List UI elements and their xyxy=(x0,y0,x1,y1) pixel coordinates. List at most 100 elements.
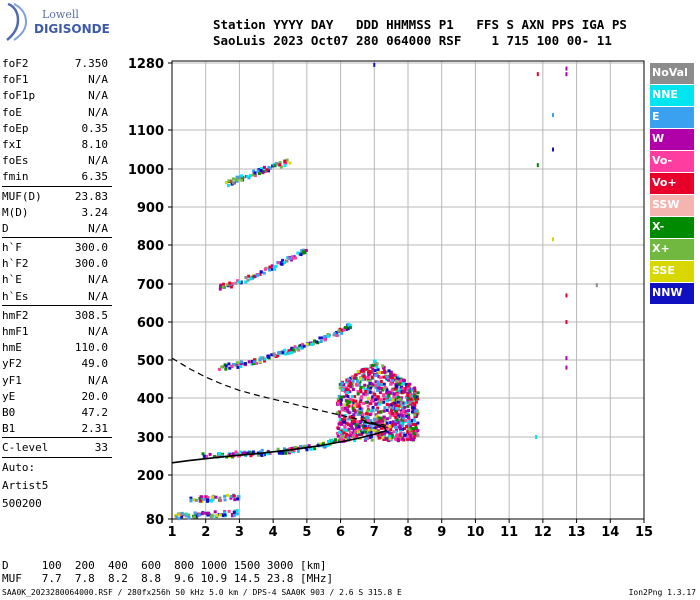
echo-point xyxy=(224,367,228,371)
echo-point xyxy=(375,365,379,369)
echo-point xyxy=(358,412,362,416)
echo-point xyxy=(381,388,385,392)
echo-point xyxy=(333,438,337,442)
echo-point xyxy=(364,391,368,395)
echo-point xyxy=(360,423,364,427)
echo-point xyxy=(338,414,342,418)
echo-point xyxy=(382,375,386,379)
echo-point xyxy=(410,434,414,438)
echo-point xyxy=(401,387,405,391)
echo-point xyxy=(396,433,400,437)
echo-point xyxy=(345,428,349,432)
echo-point xyxy=(372,359,376,363)
echo-point xyxy=(366,404,370,408)
echo-point xyxy=(565,320,568,324)
echo-point xyxy=(300,248,304,252)
polarization-legend: NoVal NNE E W Vo- Vo+ SSW X- X+ SSE NNW xyxy=(650,63,694,305)
echo-point xyxy=(376,388,380,392)
echo-point xyxy=(362,374,366,378)
echo-point xyxy=(406,435,410,439)
echo-point xyxy=(414,395,418,399)
echo-point xyxy=(388,416,392,420)
echo-point xyxy=(406,420,410,424)
echo-point xyxy=(384,395,388,399)
echo-point xyxy=(290,255,294,259)
echo-point xyxy=(351,385,355,389)
echo-point xyxy=(337,411,341,415)
echo-point xyxy=(249,277,253,281)
echo-point xyxy=(285,259,289,263)
echo-point xyxy=(267,268,271,272)
echo-point xyxy=(383,418,387,422)
param-ye-value: 20.0 xyxy=(81,389,109,403)
echo-point xyxy=(225,283,229,287)
echo-point xyxy=(406,437,410,441)
echo-point xyxy=(291,348,295,352)
echo-point xyxy=(389,375,393,379)
echo-point xyxy=(407,397,411,401)
x-tick-label: 7 xyxy=(370,525,379,540)
echo-point xyxy=(299,253,303,257)
echo-point xyxy=(187,516,191,520)
echo-point xyxy=(390,375,394,379)
echo-point xyxy=(412,408,416,412)
echo-point xyxy=(348,390,352,394)
param-fof2-value: 7.350 xyxy=(74,57,108,70)
echo-point xyxy=(390,379,394,383)
echo-point xyxy=(302,444,306,448)
echo-point xyxy=(228,366,232,370)
echo-point xyxy=(391,398,395,402)
param-foe-row: foE N/A xyxy=(2,104,112,120)
echo-point xyxy=(281,451,285,455)
echo-point xyxy=(536,163,539,168)
echo-point xyxy=(259,356,263,360)
ionosonde-logo-icon xyxy=(6,2,28,41)
echo-point xyxy=(326,439,330,443)
param-ye-label: yE xyxy=(2,389,16,403)
echo-point xyxy=(296,449,300,453)
echo-point xyxy=(374,398,378,402)
echo-point xyxy=(210,495,214,499)
echo-point xyxy=(338,430,342,434)
echo-point xyxy=(324,336,328,340)
echo-point xyxy=(237,360,241,364)
echo-point xyxy=(189,498,193,502)
echo-point xyxy=(367,373,371,377)
param-muf-d-label: MUF(D) xyxy=(2,189,42,203)
echo-point xyxy=(366,419,370,423)
echo-point xyxy=(283,160,287,164)
echo-point xyxy=(244,276,248,280)
echo-point xyxy=(336,401,340,405)
digisonde-logo: Lowell DIGISONDE xyxy=(4,2,134,44)
echo-point xyxy=(387,397,391,401)
param-h-f2-value: 300.0 xyxy=(74,257,108,271)
param-fxi-label: fxI xyxy=(2,137,22,151)
echo-point xyxy=(278,163,282,167)
echo-point xyxy=(345,403,349,407)
echo-point xyxy=(351,420,355,424)
echo-point xyxy=(382,382,386,386)
echo-point xyxy=(387,393,391,397)
echo-point xyxy=(391,401,395,405)
echo-point xyxy=(343,409,347,413)
echo-point xyxy=(370,438,374,442)
echo-point xyxy=(347,427,351,431)
echo-point xyxy=(345,380,349,384)
echo-point xyxy=(252,358,256,362)
echo-point xyxy=(358,428,362,432)
x-tick-label: 1 xyxy=(167,525,176,540)
echo-point xyxy=(401,437,405,441)
param-hme-value: 110.0 xyxy=(74,341,108,355)
echo-point xyxy=(362,416,366,420)
header-values: SaoLuis 2023 Oct07 280 064000 RSF 1 715 … xyxy=(213,33,612,48)
echo-point xyxy=(246,451,250,455)
clevel-row: C-level 33 xyxy=(2,439,112,455)
echo-point xyxy=(565,356,568,361)
echo-point xyxy=(404,382,408,386)
logo-lowell: Lowell xyxy=(42,8,79,21)
echo-point xyxy=(388,437,392,441)
param-foep-label: foEp xyxy=(2,121,29,135)
echo-point xyxy=(408,421,412,425)
echo-point xyxy=(364,422,368,426)
echo-point xyxy=(412,419,416,423)
